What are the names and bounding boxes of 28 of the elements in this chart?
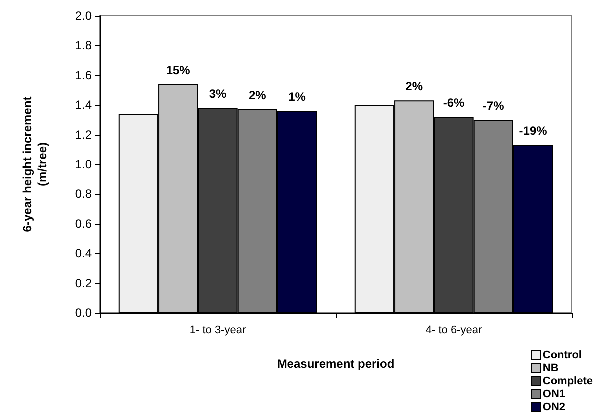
y-tick-label: 0.0 xyxy=(75,306,92,320)
y-tick-label: 1.8 xyxy=(75,38,92,53)
annotation: -19% xyxy=(519,124,548,138)
annotation: 1% xyxy=(288,90,306,104)
y-tick-label: 1.2 xyxy=(75,128,92,142)
annotation: 3% xyxy=(209,87,227,102)
legend-label: Control xyxy=(542,350,582,362)
y-tick-label: 1.6 xyxy=(75,68,92,82)
legend-label: Complete xyxy=(542,376,594,388)
y-tick-label: 2.0 xyxy=(75,9,92,23)
x-tick-label: 1- to 3-year xyxy=(190,324,246,336)
legend-label: ON2 xyxy=(542,402,566,414)
y-tick-label: 0.8 xyxy=(75,187,92,202)
legend-label: ON1 xyxy=(542,388,566,400)
y-axis-title: 6-year height increment (m/tree) xyxy=(20,96,50,232)
y-tick-label: 0.2 xyxy=(75,276,92,290)
x-axis-title: Measurement period xyxy=(277,357,395,371)
y-tick-label: 0.4 xyxy=(75,246,92,261)
annotation: -7% xyxy=(482,98,505,113)
annotation: 15% xyxy=(166,63,191,78)
annotation: -6% xyxy=(443,96,465,110)
annotation: 2% xyxy=(248,88,267,103)
y-tick-label: 1.4 xyxy=(75,98,92,112)
annotation: 2% xyxy=(406,80,424,94)
x-tick-label: 4- to 6-year xyxy=(426,324,482,336)
y-tick-label: 1.0 xyxy=(75,158,92,172)
y-tick-label: 0.6 xyxy=(75,216,92,231)
legend-label: NB xyxy=(542,362,559,374)
